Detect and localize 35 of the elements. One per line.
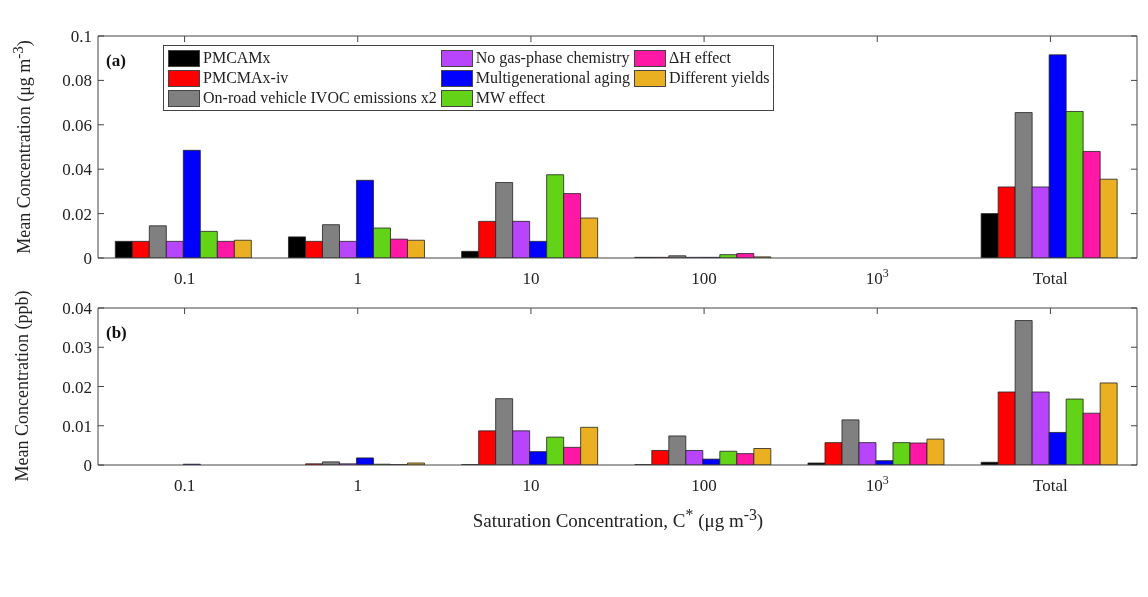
annotation: (b) xyxy=(106,323,127,343)
x-tick-label: 0.1 xyxy=(173,269,196,288)
y-tick-label: 0.04 xyxy=(62,299,93,319)
x-tick-label: 1 xyxy=(353,269,362,288)
y-tick-label: 0 xyxy=(83,249,92,269)
y-tick-label: 0.06 xyxy=(62,115,92,135)
x-tick-label: Total xyxy=(1033,476,1069,495)
x-tick-label: 100 xyxy=(691,476,717,495)
x-axis-title: Saturation Concentration, C$^{*}$ (μg m$^{-3}$) xyxy=(472,505,764,532)
y-tick-label: 0.1 xyxy=(70,27,92,47)
x-tick-label: 10$^{3}$ xyxy=(865,266,889,288)
legend-label: Multigenerational aging xyxy=(475,68,630,88)
y-tick-label: 0.01 xyxy=(62,416,92,436)
x-tick-label: 0.1 xyxy=(173,476,196,495)
y-axis-title: Mean Concentration (ppb) xyxy=(11,290,33,482)
x-tick-label: 1 xyxy=(353,476,362,495)
y-tick-label: 0.08 xyxy=(62,71,92,91)
y-tick-label: 0.02 xyxy=(62,204,92,224)
legend-label: Different yields xyxy=(668,68,770,88)
legend-label: No gas-phase chemistry xyxy=(475,48,630,68)
legend-label: PMCAMx xyxy=(203,48,271,68)
legend-label: ΔH effect xyxy=(668,48,731,68)
x-tick-label: 10$^{3}$ xyxy=(865,473,889,495)
x-tick-label: Total xyxy=(1033,269,1069,288)
x-tick-label: 10 xyxy=(522,269,540,288)
y-tick-label: 0.02 xyxy=(62,377,92,397)
annotation: (a) xyxy=(106,51,126,71)
x-tick-label: 10 xyxy=(522,476,540,495)
legend-label: PMCMAx-iv xyxy=(203,68,289,88)
x-tick-label: 100 xyxy=(691,269,717,288)
y-tick-label: 0.04 xyxy=(62,160,93,180)
legend-label: MW effect xyxy=(475,88,545,108)
y-tick-label: 0.03 xyxy=(62,338,92,358)
legend-label: On-road vehicle IVOC emissions x2 xyxy=(203,88,437,108)
y-tick-label: 0 xyxy=(83,456,92,476)
